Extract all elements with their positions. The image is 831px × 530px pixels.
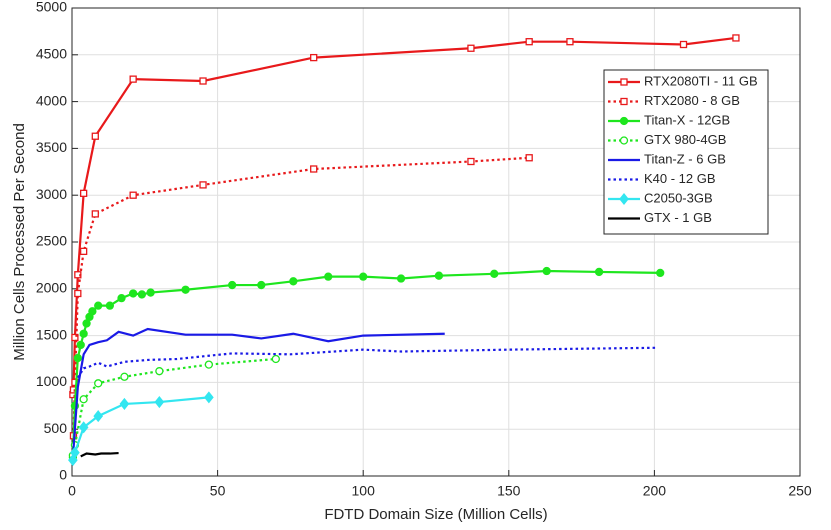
x-tick-label: 50	[210, 483, 226, 499]
marker	[79, 189, 88, 197]
marker	[594, 267, 604, 277]
marker	[467, 44, 475, 52]
legend-label: RTX2080TI - 11 GB	[644, 73, 758, 88]
marker	[93, 410, 104, 423]
marker	[257, 280, 266, 290]
marker	[271, 354, 280, 364]
marker	[94, 379, 103, 388]
marker	[119, 397, 130, 410]
marker	[199, 181, 207, 189]
marker	[199, 77, 207, 85]
marker	[542, 266, 551, 276]
marker	[71, 333, 79, 342]
legend-label: GTX - 1 GB	[644, 210, 712, 225]
series-line	[71, 36, 737, 395]
marker	[620, 78, 628, 86]
chart-title: MCells/s versus FDTD Domain Size - Octob…	[256, 0, 615, 4]
marker	[656, 268, 665, 278]
y-tick-label: 500	[44, 420, 68, 436]
marker	[154, 396, 165, 409]
marker	[105, 301, 115, 310]
marker	[525, 154, 533, 162]
x-axis-label: FDTD Domain Size (Million Cells)	[324, 506, 547, 523]
marker	[359, 272, 368, 281]
series-line	[80, 451, 119, 458]
y-tick-label: 5000	[36, 0, 67, 15]
marker	[467, 157, 475, 166]
x-tick-label: 250	[788, 483, 812, 499]
legend-label: C2050-3GB	[644, 190, 713, 205]
marker	[79, 329, 88, 338]
legend-label: Titan-Z - 6 GB	[644, 151, 726, 166]
marker	[619, 116, 629, 126]
marker	[396, 274, 406, 283]
y-tick-label: 3000	[36, 186, 67, 202]
y-axis-label: Million Cells Processed Per Second	[11, 123, 28, 361]
marker	[490, 269, 499, 278]
y-tick-label: 1000	[36, 373, 67, 389]
marker	[566, 38, 574, 46]
marker	[91, 210, 99, 218]
marker	[619, 192, 629, 206]
marker	[204, 391, 214, 404]
marker	[310, 165, 318, 173]
legend-box	[603, 69, 769, 235]
series-line	[71, 357, 276, 456]
legend-label: Titan-X - 12GB	[644, 112, 730, 127]
y-tick-label: 1500	[36, 326, 67, 342]
marker	[73, 353, 82, 363]
marker	[525, 38, 533, 46]
marker	[679, 40, 688, 49]
marker	[228, 280, 237, 290]
marker	[137, 290, 147, 299]
marker	[88, 307, 97, 316]
marker	[146, 288, 155, 297]
marker	[79, 247, 88, 256]
marker	[117, 294, 126, 303]
x-tick-label: 200	[643, 483, 667, 499]
marker	[310, 53, 318, 62]
marker	[70, 446, 80, 459]
marker	[619, 136, 629, 145]
y-tick-label: 3500	[36, 139, 67, 155]
marker	[76, 340, 85, 350]
legend-label: K40 - 12 GB	[644, 171, 716, 186]
y-tick-label: 4000	[36, 92, 67, 108]
marker	[204, 360, 214, 369]
marker	[620, 97, 628, 106]
marker	[129, 191, 137, 199]
marker	[82, 319, 91, 328]
y-tick-label: 2500	[36, 233, 67, 249]
x-tick-label: 100	[352, 483, 376, 499]
marker	[91, 132, 99, 140]
marker	[155, 367, 164, 376]
y-tick-label: 0	[59, 467, 67, 483]
legend-label: RTX2080 - 8 GB	[644, 93, 740, 108]
marker	[181, 285, 190, 294]
y-tick-label: 2000	[36, 280, 67, 296]
plot-frame	[71, 7, 801, 477]
legend-label: GTX 980-4GB	[644, 132, 726, 147]
marker	[78, 421, 89, 434]
marker	[732, 34, 740, 42]
marker	[324, 272, 333, 281]
marker	[289, 277, 298, 286]
x-tick-label: 0	[68, 483, 76, 499]
marker	[434, 271, 444, 280]
y-tick-label: 4500	[36, 46, 67, 62]
x-tick-label: 150	[497, 483, 521, 499]
marker	[74, 289, 82, 298]
series-line	[72, 327, 445, 450]
marker	[79, 395, 88, 404]
series-line	[76, 346, 658, 379]
marker	[129, 75, 137, 83]
marker	[120, 372, 129, 381]
marker	[94, 301, 103, 310]
marker	[129, 289, 138, 298]
